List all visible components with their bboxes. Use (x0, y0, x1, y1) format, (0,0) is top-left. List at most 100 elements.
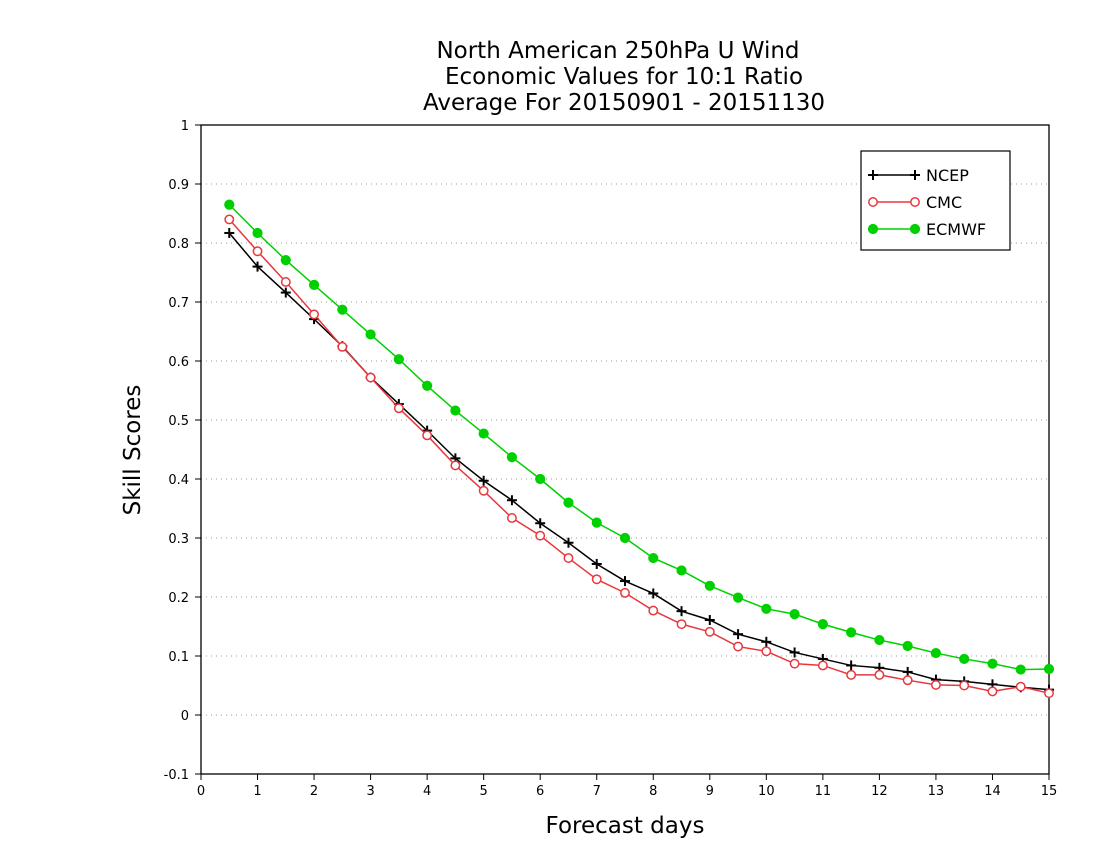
x-axis-title: Forecast days (546, 813, 705, 839)
data-point-ecmwf (337, 304, 348, 315)
data-point-ecmwf (874, 634, 885, 646)
data-point-cmc (987, 686, 998, 697)
data-point-cmc (422, 430, 433, 441)
data-point-ecmwf (252, 227, 263, 239)
data-point-ecmwf (930, 647, 942, 659)
legend-box (860, 150, 1011, 251)
series-lines (224, 199, 1055, 699)
x-tick-label: 7 (593, 784, 601, 799)
data-point-ncep (535, 518, 546, 529)
data-point-ecmwf (987, 658, 998, 669)
data-point-cmc (648, 605, 659, 616)
legend-marker-cmc (868, 197, 878, 207)
data-point-ecmwf (1015, 664, 1026, 675)
data-point-ncep (591, 558, 602, 569)
gridlines (201, 183, 1049, 716)
legend-marker-ncep (868, 170, 878, 180)
x-tick-label: 10 (758, 784, 775, 799)
data-point-cmc (591, 574, 602, 585)
data-point-cmc (506, 512, 517, 523)
data-point-ecmwf (393, 354, 404, 365)
data-point-cmc (676, 619, 687, 630)
data-point-ecmwf (676, 565, 687, 576)
data-point-cmc (450, 460, 461, 471)
legend-item-ncep: NCEP (868, 166, 969, 185)
data-point-ecmwf (478, 428, 489, 439)
x-tick-label: 3 (366, 784, 374, 799)
data-point-cmc (620, 587, 630, 598)
data-point-ecmwf (365, 329, 376, 340)
data-point-cmc (789, 658, 800, 669)
data-point-cmc (563, 553, 574, 564)
y-tick-label: 1 (181, 119, 189, 134)
legend-item-ecmwf: ECMWF (867, 220, 986, 239)
x-tick-label: 12 (871, 784, 888, 799)
y-tick-label: 0.5 (168, 414, 189, 429)
y-tick-label: 0.4 (168, 473, 189, 488)
data-point-ncep (478, 475, 489, 486)
data-point-ecmwf (1043, 663, 1055, 675)
y-tick-label: 0 (181, 709, 189, 724)
data-point-ecmwf (563, 497, 574, 508)
data-point-ncep (252, 261, 263, 272)
data-point-cmc (337, 341, 348, 352)
legend-marker-ecmwf (909, 223, 921, 235)
data-point-ecmwf (280, 255, 291, 266)
legend: NCEP CMC ECMWF (860, 150, 1011, 251)
axes: 10.90.80.70.60.50.40.30.20.10-0.10 1 2 3 4 5 6… (164, 119, 1058, 799)
data-point-cmc (280, 276, 291, 287)
data-point-cmc (365, 372, 376, 383)
data-point-cmc (393, 403, 404, 414)
data-point-ecmwf (591, 517, 602, 528)
data-point-cmc (817, 660, 828, 671)
data-point-ecmwf (308, 279, 320, 290)
x-tick-label: 6 (536, 784, 544, 799)
data-point-ecmwf (450, 405, 461, 416)
x-tick-label: 4 (423, 784, 431, 799)
data-point-ncep (506, 495, 517, 506)
data-point-ecmwf (535, 473, 546, 485)
data-point-cmc (846, 669, 857, 680)
data-point-cmc (309, 309, 320, 320)
y-tick-label: 0.7 (168, 296, 189, 311)
data-point-cmc (959, 680, 970, 691)
chart-title-line-2: Economic Values for 10:1 Ratio (445, 64, 803, 90)
x-tick-label: 9 (706, 784, 714, 799)
x-tick-label: 1 (253, 784, 261, 799)
data-point-ncep (620, 576, 630, 587)
data-point-ncep (563, 537, 574, 548)
data-point-cmc (874, 669, 885, 680)
legend-label-ecmwf: ECMWF (926, 220, 986, 239)
data-point-cmc (902, 675, 913, 686)
data-point-ecmwf (959, 653, 970, 665)
series-ncep (224, 227, 1054, 695)
data-point-cmc (1044, 688, 1054, 699)
legend-marker-ecmwf (867, 223, 879, 235)
data-point-ncep (224, 227, 235, 238)
chart-title: North American 250hPa U Wind Economic Va… (423, 38, 825, 116)
y-tick-label: 0.1 (168, 650, 189, 665)
series-line-ecmwf (228, 204, 1050, 671)
data-point-ncep (648, 588, 659, 599)
legend-marker-cmc (910, 197, 920, 207)
data-point-cmc (478, 485, 489, 496)
data-point-ecmwf (761, 603, 772, 614)
chart-title-line-3: Average For 20150901 - 20151130 (423, 90, 825, 116)
x-tick-label: 8 (649, 784, 657, 799)
data-point-ecmwf (789, 609, 800, 620)
y-tick-label: 0.2 (168, 591, 189, 606)
data-point-ncep (846, 660, 857, 671)
x-tick-label: 5 (480, 784, 488, 799)
legend-label-ncep: NCEP (926, 166, 969, 185)
x-tick-label: 13 (928, 784, 945, 799)
data-point-ecmwf (846, 627, 857, 638)
x-tick-label: 14 (984, 784, 1001, 799)
plot-frame (200, 124, 1050, 775)
data-point-cmc (535, 530, 546, 541)
y-tick-label: 0.6 (168, 355, 189, 370)
data-point-ecmwf (506, 452, 518, 463)
x-tick-label: 0 (197, 784, 205, 799)
legend-label-cmc: CMC (926, 193, 962, 212)
data-point-cmc (704, 626, 715, 637)
series-line-ncep (228, 232, 1050, 691)
